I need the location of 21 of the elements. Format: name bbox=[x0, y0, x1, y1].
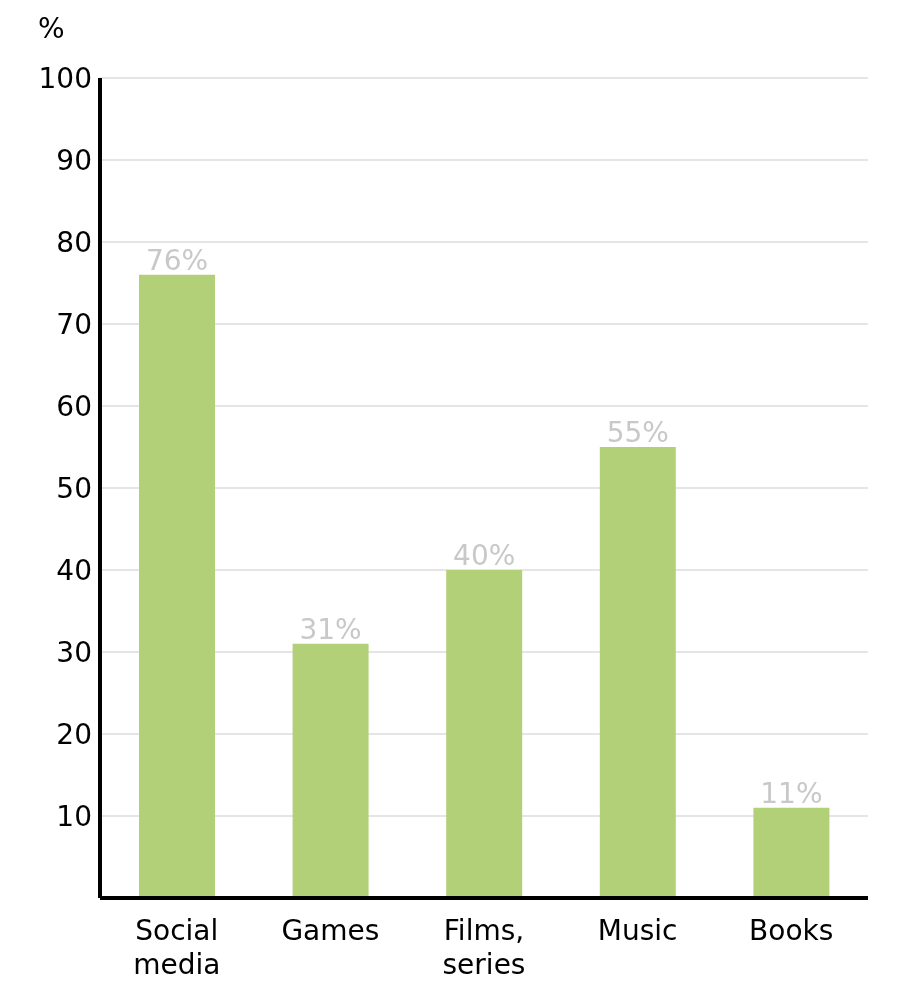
y-tick-label: 70 bbox=[56, 307, 92, 341]
bar bbox=[599, 447, 676, 898]
bar bbox=[446, 570, 523, 898]
x-tick-label: Music bbox=[597, 914, 678, 947]
y-tick-label: 30 bbox=[56, 635, 92, 669]
y-tick-label: 60 bbox=[56, 389, 92, 423]
x-tick-label: Games bbox=[281, 914, 380, 947]
bar bbox=[753, 807, 830, 898]
y-tick-label: 90 bbox=[56, 143, 92, 177]
x-tick-label: Films, series bbox=[442, 914, 526, 981]
y-tick-label: 40 bbox=[56, 553, 92, 587]
y-tick-label: 20 bbox=[56, 717, 92, 751]
y-tick-label: 100 bbox=[38, 61, 92, 95]
bar bbox=[292, 643, 369, 898]
x-tick-label: Social media bbox=[133, 914, 221, 981]
y-axis-title: % bbox=[38, 12, 65, 45]
bar bbox=[139, 274, 215, 898]
x-tick-label: Books bbox=[749, 914, 834, 947]
y-tick-label: 80 bbox=[56, 225, 92, 259]
y-tick-label: 50 bbox=[56, 471, 92, 505]
y-tick-label: 10 bbox=[56, 799, 92, 833]
